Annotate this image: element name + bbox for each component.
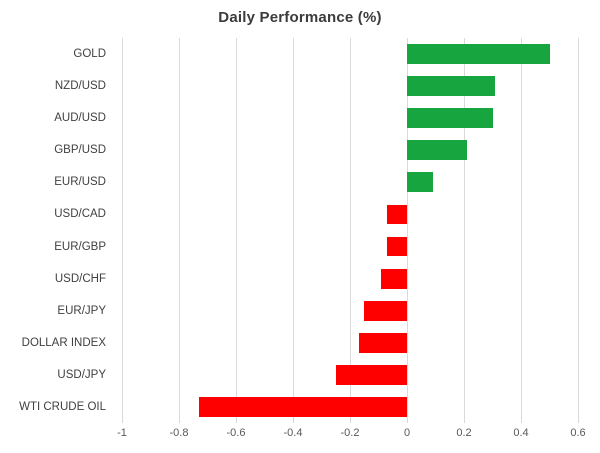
category-label: DOLLAR INDEX	[21, 336, 106, 349]
category-label: USD/CAD	[54, 208, 106, 221]
bar	[407, 172, 433, 193]
x-tick-label: 0.2	[456, 427, 472, 439]
category-label: GBP/USD	[54, 144, 106, 157]
category-label: NZD/USD	[54, 80, 106, 93]
bar	[407, 140, 467, 161]
gridline	[521, 38, 522, 423]
bar	[364, 300, 407, 321]
x-tick-label: 0.4	[513, 427, 529, 439]
gridline	[179, 38, 180, 423]
bar	[198, 397, 407, 417]
gridline	[407, 38, 408, 423]
bar	[407, 108, 493, 129]
category-label: EUR/USD	[54, 176, 106, 189]
x-tick-label: -0.8	[169, 427, 189, 439]
category-label: USD/CHF	[54, 272, 106, 285]
x-tick-label: 0.6	[570, 427, 586, 439]
category-label: AUD/USD	[54, 112, 106, 125]
plot-area	[122, 38, 579, 423]
x-tick-label: -0.2	[340, 427, 360, 439]
bar	[381, 268, 407, 289]
x-tick-label: -1	[117, 427, 127, 439]
bar	[387, 236, 407, 257]
category-label: GOLD	[73, 48, 106, 61]
bar	[335, 364, 407, 385]
category-label: EUR/JPY	[57, 304, 106, 317]
gridline	[578, 38, 579, 423]
category-label: USD/JPY	[57, 368, 106, 381]
gridline	[293, 38, 294, 423]
category-label: EUR/GBP	[54, 240, 106, 253]
bar	[358, 332, 407, 353]
gridline	[464, 38, 465, 423]
x-tick-label: -0.4	[283, 427, 303, 439]
bar	[387, 204, 407, 225]
category-axis: GOLD NZD/USD AUD/USD GBP/USD EUR/USD USD/CAD E…	[0, 38, 114, 423]
gridline	[122, 38, 123, 423]
x-tick-label: -0.6	[226, 427, 246, 439]
chart-title: Daily Performance (%)	[218, 9, 382, 26]
bar	[407, 76, 496, 97]
x-axis-ticks: -1 -0.8 -0.6 -0.4 -0.2 0 0.2 0.4 0.6	[117, 427, 586, 445]
category-label: WTI CRUDE OIL	[19, 400, 106, 413]
gridline	[350, 38, 351, 423]
x-tick-label: 0	[403, 427, 411, 439]
gridline	[236, 38, 237, 423]
bar	[407, 44, 550, 64]
